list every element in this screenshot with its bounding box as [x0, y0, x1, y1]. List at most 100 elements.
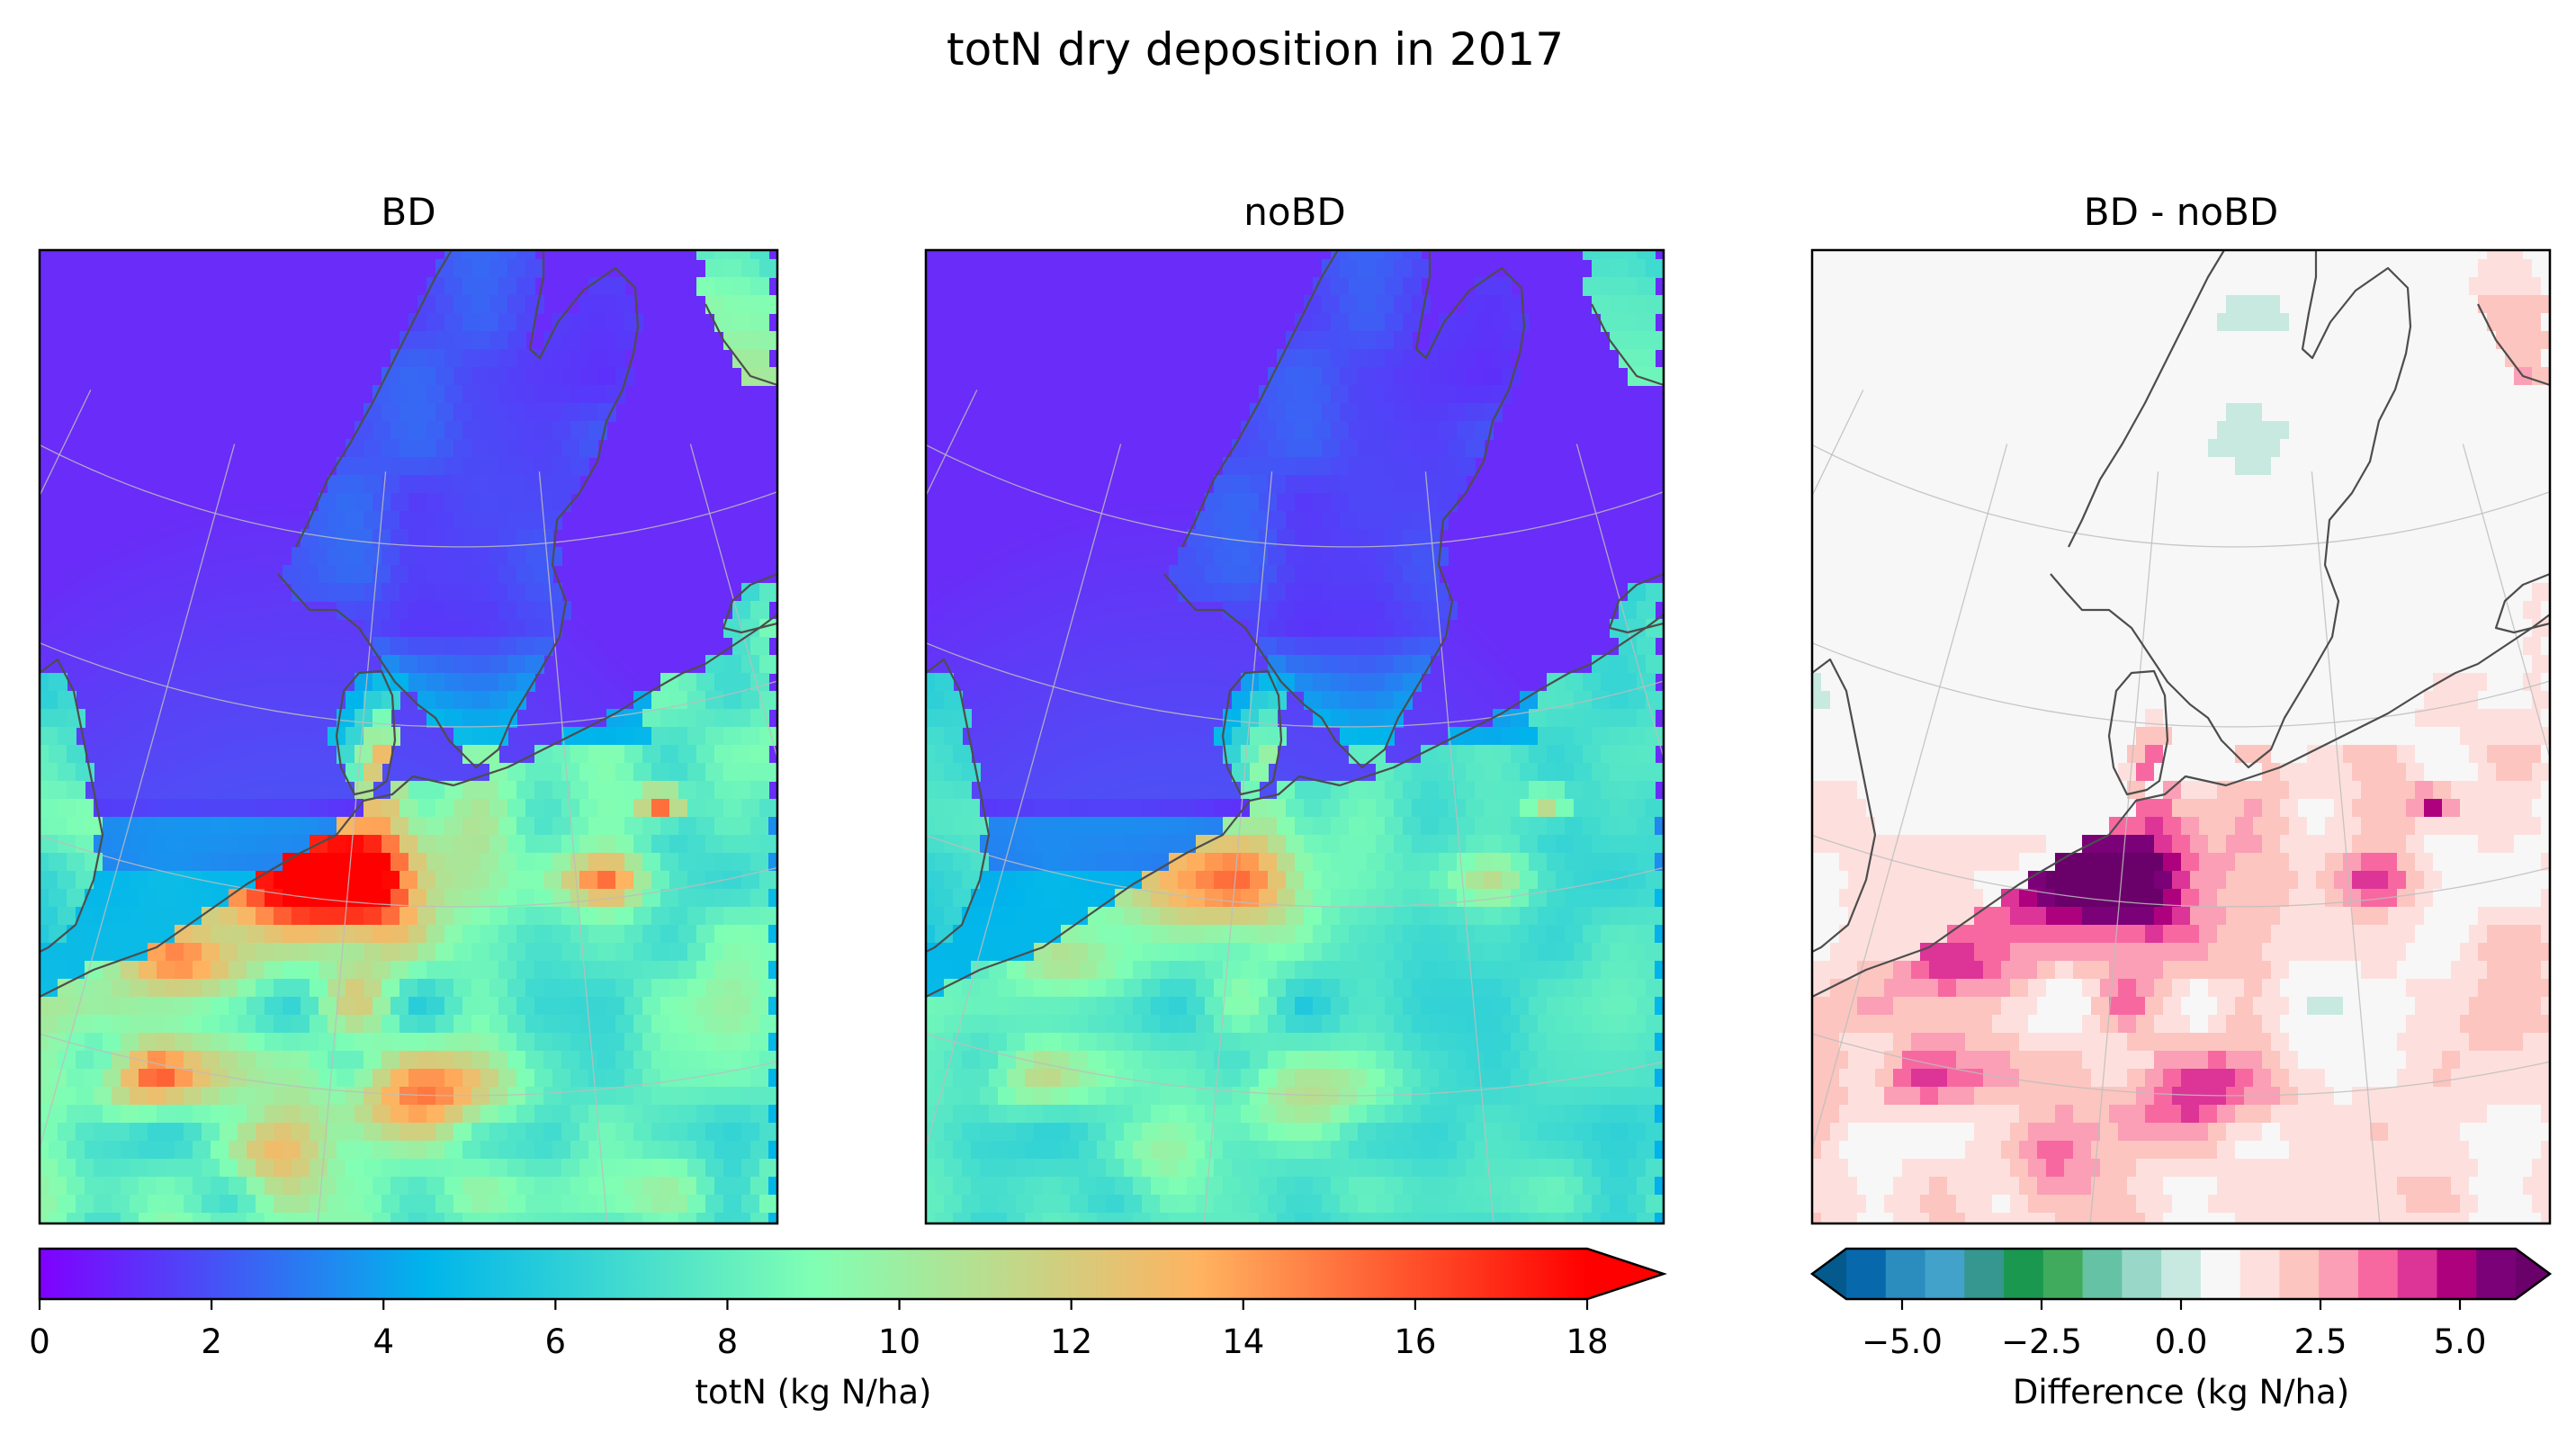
heatmap-cell [2460, 979, 2479, 998]
heatmap-cell [184, 799, 202, 818]
heatmap-cell [1893, 349, 1912, 368]
heatmap-cell [1502, 1015, 1521, 1034]
heatmap-cell [1295, 673, 1314, 692]
heatmap-cell [1929, 421, 1948, 440]
heatmap-cell [1088, 1195, 1107, 1214]
heatmap-cell [1857, 349, 1876, 368]
heatmap-cell [1385, 1213, 1404, 1223]
heatmap-cell [588, 313, 607, 332]
heatmap-cell [1187, 961, 1206, 980]
heatmap-cell [1376, 763, 1395, 782]
heatmap-cell [2415, 853, 2434, 872]
heatmap-cell [588, 1069, 607, 1088]
heatmap-cell [1812, 250, 1822, 260]
heatmap-cell [2352, 547, 2371, 566]
heatmap-cell [121, 1177, 139, 1196]
heatmap-cell [2109, 709, 2128, 728]
heatmap-cell [1412, 295, 1431, 314]
heatmap-cell [1812, 763, 1831, 782]
heatmap-cell [2478, 943, 2497, 962]
heatmap-cell [2451, 457, 2470, 476]
heatmap-cell [2217, 493, 2236, 512]
heatmap-cell [2424, 655, 2443, 674]
heatmap-cell [525, 943, 544, 962]
heatmap-cell [2487, 421, 2506, 440]
heatmap-cell [1610, 943, 1629, 962]
heatmap-cell [1385, 1105, 1404, 1124]
heatmap-cell [193, 961, 211, 980]
heatmap-cell [2172, 439, 2191, 458]
heatmap-cell [148, 1051, 166, 1070]
heatmap-cell [1394, 655, 1413, 674]
heatmap-cell [1884, 547, 1903, 566]
heatmap-cell [2523, 349, 2542, 368]
heatmap-cell [1214, 979, 1233, 998]
heatmap-cell [364, 475, 382, 494]
heatmap-cell [1610, 1015, 1629, 1034]
heatmap-cell [1610, 259, 1629, 278]
heatmap-cell [1385, 853, 1404, 872]
heatmap-cell [1956, 511, 1975, 530]
heatmap-cell [759, 1159, 777, 1178]
heatmap-cell [1169, 1033, 1188, 1052]
heatmap-cell [1232, 583, 1251, 602]
heatmap-cell [525, 1015, 544, 1034]
heatmap-cell [112, 799, 130, 818]
heatmap-cell [103, 889, 121, 908]
heatmap-cell [2118, 763, 2137, 782]
heatmap-cell [1857, 250, 1876, 260]
heatmap-cell [759, 907, 777, 926]
heatmap-cell [525, 1051, 544, 1070]
heatmap-cell [346, 439, 364, 458]
heatmap-cell [202, 1015, 220, 1034]
heatmap-cell [2514, 835, 2533, 854]
heatmap-cell [274, 1123, 292, 1142]
heatmap-cell [1821, 565, 1840, 584]
heatmap-cell [2181, 313, 2200, 332]
heatmap-cell [1052, 1015, 1071, 1034]
heatmap-cell [1340, 871, 1359, 890]
heatmap-cell [40, 979, 58, 998]
heatmap-cell [1646, 943, 1664, 962]
heatmap-cell [1259, 1213, 1278, 1223]
heatmap-cell [274, 835, 292, 854]
heatmap-cell [1196, 1051, 1215, 1070]
heatmap-cell [2100, 367, 2119, 386]
heatmap-cell [2100, 295, 2119, 314]
heatmap-cell [399, 907, 418, 926]
heatmap-cell [1628, 763, 1647, 782]
heatmap-cell [1511, 961, 1530, 980]
heatmap-cell [642, 853, 661, 872]
heatmap-cell [1866, 1015, 1885, 1034]
heatmap-cell [1187, 1069, 1206, 1088]
heatmap-cell [1286, 583, 1305, 602]
heatmap-cell [130, 1195, 148, 1214]
heatmap-cell [2379, 781, 2398, 800]
heatmap-cell [2442, 835, 2461, 854]
heatmap-cell [399, 1087, 418, 1106]
heatmap-cell [166, 1015, 184, 1034]
heatmap-cell [2460, 547, 2479, 566]
heatmap-cell [1358, 871, 1377, 890]
heatmap-cell [1493, 313, 1512, 332]
heatmap-cell [2262, 259, 2281, 278]
heatmap-cell [768, 1213, 777, 1223]
heatmap-cell [2541, 925, 2550, 944]
heatmap-cell [1992, 907, 2011, 926]
heatmap-cell [2289, 565, 2308, 584]
heatmap-cell [2199, 277, 2218, 296]
heatmap-cell [1124, 1051, 1143, 1070]
panel-title-difference: BD - noBD [2084, 190, 2278, 234]
heatmap-cell [426, 1033, 445, 1052]
heatmap-cell [714, 313, 733, 332]
heatmap-cell [2118, 583, 2137, 602]
heatmap-cell [1974, 871, 1993, 890]
heatmap-cell [1187, 565, 1206, 584]
heatmap-cell [489, 547, 508, 566]
heatmap-cell [615, 1051, 634, 1070]
heatmap-cell [1475, 1141, 1494, 1160]
heatmap-cell [2505, 997, 2524, 1016]
heatmap-cell [1322, 691, 1341, 710]
heatmap-cell [130, 979, 148, 998]
heatmap-cell [94, 835, 112, 854]
